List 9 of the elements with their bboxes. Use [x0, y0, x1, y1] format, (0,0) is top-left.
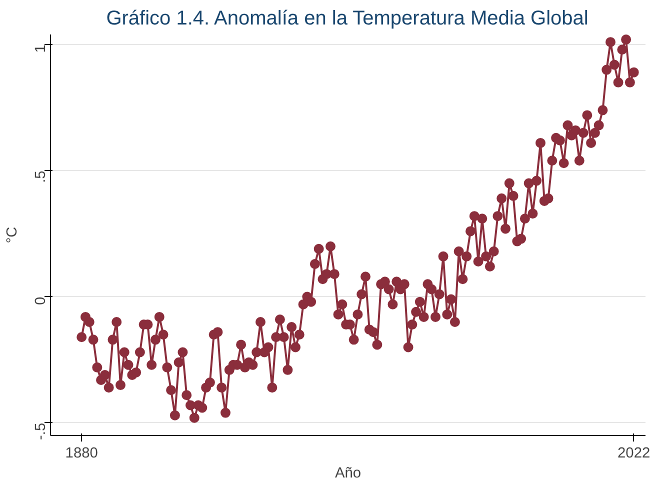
y-axis-title: °C [4, 226, 20, 244]
x-axis-title: Año [334, 466, 362, 482]
y-tick-label: -.5 [33, 422, 49, 440]
y-tick-label: 1 [33, 44, 49, 53]
y-tick-label: .5 [33, 170, 49, 183]
chart-title: Gráfico 1.4. Anomalía en la Temperatura Media Global [106, 8, 588, 30]
x-tick-label: 1880 [65, 446, 98, 462]
x-tick-label: 2022 [618, 446, 650, 462]
y-tick-label: 0 [33, 296, 49, 305]
